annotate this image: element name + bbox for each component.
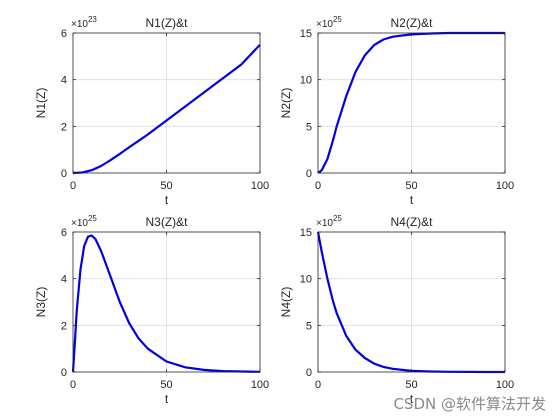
x-tick-label: 0: [315, 180, 321, 192]
y-exponent-label: ×1025: [316, 15, 342, 30]
x-tick-label: 100: [496, 180, 514, 192]
y-tick-label: 2: [61, 320, 67, 332]
x-tick-label: 0: [315, 379, 321, 391]
subplot-title: N4(Z)&t: [391, 215, 434, 229]
y-exponent-label: ×1023: [71, 15, 97, 30]
y-tick-label: 0: [61, 367, 67, 379]
y-tick-label: 4: [61, 75, 67, 87]
y-tick-label: 15: [300, 227, 312, 239]
y-axis-label: N3(Z): [34, 287, 48, 318]
subplot-title: N1(Z)&t: [146, 16, 189, 30]
y-exponent-power: 25: [333, 15, 342, 24]
subplot-1: 0 50 100 0 2 4 6 ×1023 N1(Z)&t t N1(Z): [34, 15, 269, 207]
y-tick-label: 5: [306, 121, 312, 133]
y-tick-label: 6: [61, 28, 67, 40]
subplot-4: 0 50 100 0 5 10 15 ×1025 N4(Z)&t t N4(Z): [279, 214, 514, 406]
x-tick-label: 0: [70, 180, 76, 192]
y-exponent-label: ×1025: [71, 214, 97, 229]
y-exponent-power: 23: [88, 15, 97, 24]
x-axis-label: t: [165, 193, 169, 207]
x-tick-label: 50: [160, 379, 172, 391]
x-tick-label: 100: [496, 379, 514, 391]
watermark-text: CSDN @软件算法开发: [393, 395, 546, 413]
y-tick-label: 10: [300, 274, 312, 286]
y-tick-label: 0: [306, 168, 312, 180]
y-exponent-power: 25: [333, 214, 342, 223]
x-tick-label: 100: [251, 180, 269, 192]
y-axis-label: N4(Z): [279, 287, 293, 318]
y-tick-label: 4: [61, 274, 67, 286]
subplot-2: 0 50 100 0 5 10 15 ×1025 N2(Z)&t t N2(Z): [279, 15, 514, 207]
subplot-3: 0 50 100 0 2 4 6 ×1025 N3(Z)&t t N3(Z): [34, 214, 269, 406]
x-tick-label: 50: [405, 180, 417, 192]
x-tick-label: 50: [405, 379, 417, 391]
y-exponent-power: 25: [88, 214, 97, 223]
y-tick-label: 10: [300, 75, 312, 87]
x-tick-label: 0: [70, 379, 76, 391]
x-tick-label: 50: [160, 180, 172, 192]
y-tick-label: 5: [306, 320, 312, 332]
y-tick-label: 6: [61, 227, 67, 239]
series-line: [72, 43, 261, 175]
y-axis-label: N1(Z): [34, 88, 48, 119]
x-axis-label: t: [165, 392, 169, 406]
y-tick-label: 0: [306, 367, 312, 379]
y-axis-label: N2(Z): [279, 88, 293, 119]
subplot-title: N3(Z)&t: [146, 215, 189, 229]
x-tick-label: 100: [251, 379, 269, 391]
x-axis-label: t: [410, 392, 414, 406]
y-tick-label: 0: [61, 168, 67, 180]
y-tick-label: 15: [300, 28, 312, 40]
y-exponent-label: ×1025: [316, 214, 342, 229]
y-tick-label: 2: [61, 121, 67, 133]
series-line: [71, 234, 261, 373]
subplot-title: N2(Z)&t: [391, 16, 434, 30]
x-axis-label: t: [410, 193, 414, 207]
